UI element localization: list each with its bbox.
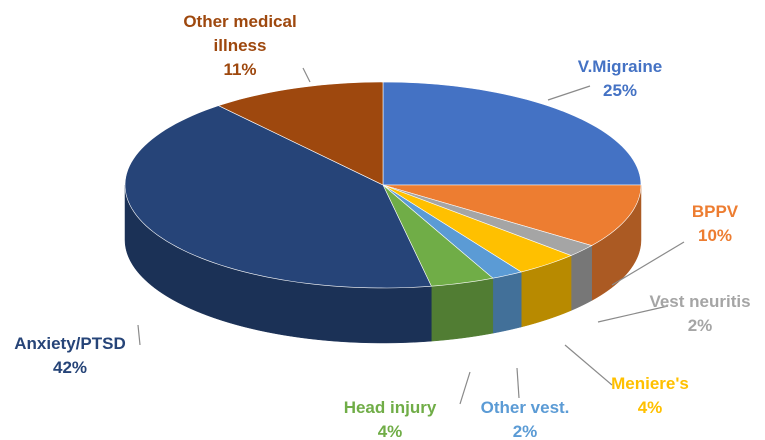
label-name: Meniere's: [611, 374, 689, 393]
data-label: Meniere's 4%: [590, 372, 710, 420]
leader-line: [547, 85, 591, 101]
data-label: Vest neuritis 2%: [625, 290, 765, 338]
label-name: BPPV: [691, 202, 739, 221]
slice: [124, 105, 432, 289]
slice: [217, 81, 384, 186]
data-label: Head injury 4%: [320, 396, 460, 440]
data-label: Anxiety/PTSD 42%: [0, 332, 145, 380]
slices: [124, 81, 642, 344]
label-percent: 42%: [52, 358, 88, 377]
label-percent: 4%: [637, 398, 663, 417]
leader-line: [597, 305, 669, 323]
slice-side: [431, 277, 494, 342]
slice-side: [570, 245, 592, 311]
label-percent: 2%: [512, 422, 538, 440]
label-name: V.Migraine: [577, 57, 663, 76]
data-label: BPPV 10%: [655, 200, 765, 248]
label-percent: 2%: [687, 316, 713, 335]
label-name: Vest neuritis: [649, 292, 751, 311]
label-percent: 25%: [602, 81, 638, 100]
leader-line: [137, 324, 141, 346]
leader-lines: [137, 67, 685, 405]
leader-line: [564, 344, 613, 386]
data-label: Other medical illness 11%: [165, 10, 315, 82]
leader-line: [302, 67, 311, 83]
leader-line: [611, 241, 685, 286]
slice: [382, 184, 572, 273]
data-label: V.Migraine 25%: [535, 55, 705, 103]
leader-line: [459, 371, 471, 405]
label-percent: 4%: [377, 422, 403, 440]
data-label: Other vest. 2%: [465, 396, 585, 440]
slice: [382, 184, 494, 287]
leader-line: [516, 367, 520, 399]
label-percent: 10%: [697, 226, 733, 245]
label-name: Head injury: [343, 398, 437, 417]
label-name: Anxiety/PTSD: [14, 334, 126, 353]
label-name: Other medical illness: [183, 12, 297, 55]
slice: [382, 184, 642, 246]
label-name: Other vest.: [480, 398, 570, 417]
slice: [382, 81, 642, 186]
slice-side: [492, 271, 522, 334]
label-percent: 11%: [223, 60, 257, 79]
